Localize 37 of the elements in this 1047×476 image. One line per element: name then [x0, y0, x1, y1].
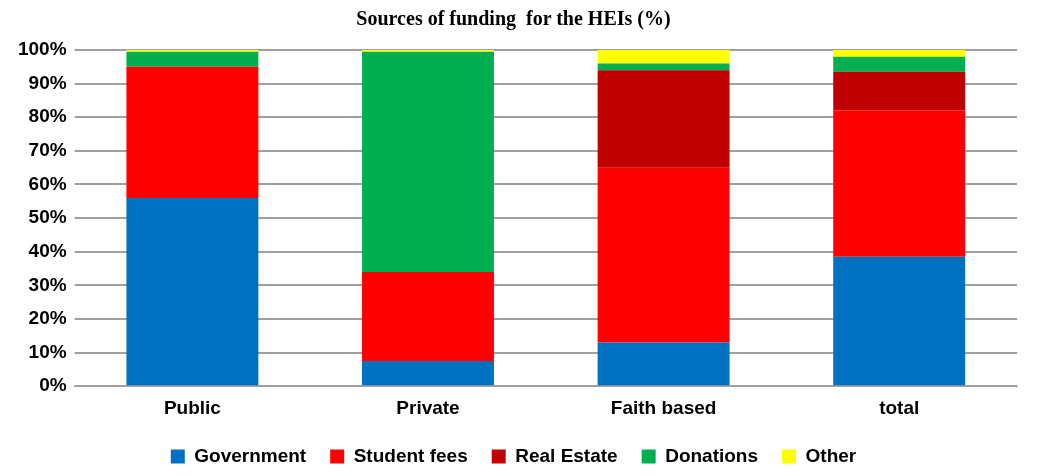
legend-label: Government — [194, 444, 307, 466]
legend-label: Student fees — [353, 444, 468, 466]
bar — [362, 51, 494, 272]
y-tick-label: 100% — [17, 38, 67, 60]
bar — [597, 50, 730, 64]
bar — [126, 51, 259, 67]
x-tick-label: Private — [396, 396, 460, 418]
bar — [833, 71, 966, 111]
legend-label: Donations — [665, 444, 759, 466]
chart-title: Sources of funding for the HEIs (%) — [356, 7, 671, 31]
y-tick-label: 70% — [28, 139, 67, 161]
bar — [597, 342, 730, 386]
bar — [126, 197, 259, 386]
bar — [126, 66, 259, 198]
bar — [597, 63, 730, 71]
y-tick-label: 20% — [28, 307, 67, 329]
y-tick-label: 30% — [28, 273, 67, 295]
y-tick-label: 10% — [28, 340, 67, 362]
bar — [597, 70, 730, 168]
bar — [833, 110, 966, 257]
bar — [833, 50, 966, 57]
legend-label: Other — [805, 444, 857, 466]
y-tick-label: 90% — [28, 71, 67, 93]
x-tick-label: Faith based — [610, 396, 717, 418]
y-tick-label: 50% — [28, 206, 67, 228]
legend-label: Real Estate — [515, 444, 618, 466]
y-tick-label: 40% — [28, 239, 67, 261]
x-tick-label: Public — [163, 396, 222, 418]
x-tick-label: total — [879, 396, 920, 418]
y-tick-label: 60% — [28, 172, 67, 194]
bar — [597, 167, 730, 343]
y-tick-label: 0% — [39, 374, 67, 396]
y-tick-label: 80% — [28, 105, 67, 127]
bar — [362, 360, 494, 386]
bar — [362, 271, 494, 361]
bar — [833, 256, 966, 386]
bar — [833, 56, 966, 72]
